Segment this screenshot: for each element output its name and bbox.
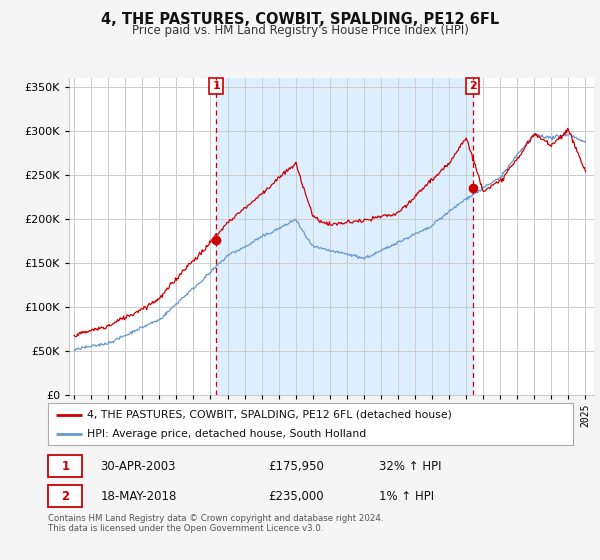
Text: £235,000: £235,000 [269, 490, 324, 503]
Text: 1% ↑ HPI: 1% ↑ HPI [379, 490, 434, 503]
Text: 18-MAY-2018: 18-MAY-2018 [101, 490, 177, 503]
Text: 32% ↑ HPI: 32% ↑ HPI [379, 460, 441, 473]
Text: £175,950: £175,950 [269, 460, 325, 473]
Text: Contains HM Land Registry data © Crown copyright and database right 2024.
This d: Contains HM Land Registry data © Crown c… [48, 514, 383, 534]
Text: 1: 1 [212, 81, 220, 91]
Text: Price paid vs. HM Land Registry's House Price Index (HPI): Price paid vs. HM Land Registry's House … [131, 24, 469, 36]
Text: 1: 1 [61, 460, 70, 473]
Bar [216, 78, 473, 395]
Text: 2: 2 [469, 81, 476, 91]
Text: HPI: Average price, detached house, South Holland: HPI: Average price, detached house, Sout… [88, 430, 367, 439]
FancyBboxPatch shape [48, 485, 82, 507]
Text: 4, THE PASTURES, COWBIT, SPALDING, PE12 6FL (detached house): 4, THE PASTURES, COWBIT, SPALDING, PE12 … [88, 410, 452, 420]
Text: 2: 2 [61, 490, 70, 503]
FancyBboxPatch shape [48, 455, 82, 477]
Text: 30-APR-2003: 30-APR-2003 [101, 460, 176, 473]
Text: 4, THE PASTURES, COWBIT, SPALDING, PE12 6FL: 4, THE PASTURES, COWBIT, SPALDING, PE12 … [101, 12, 499, 27]
